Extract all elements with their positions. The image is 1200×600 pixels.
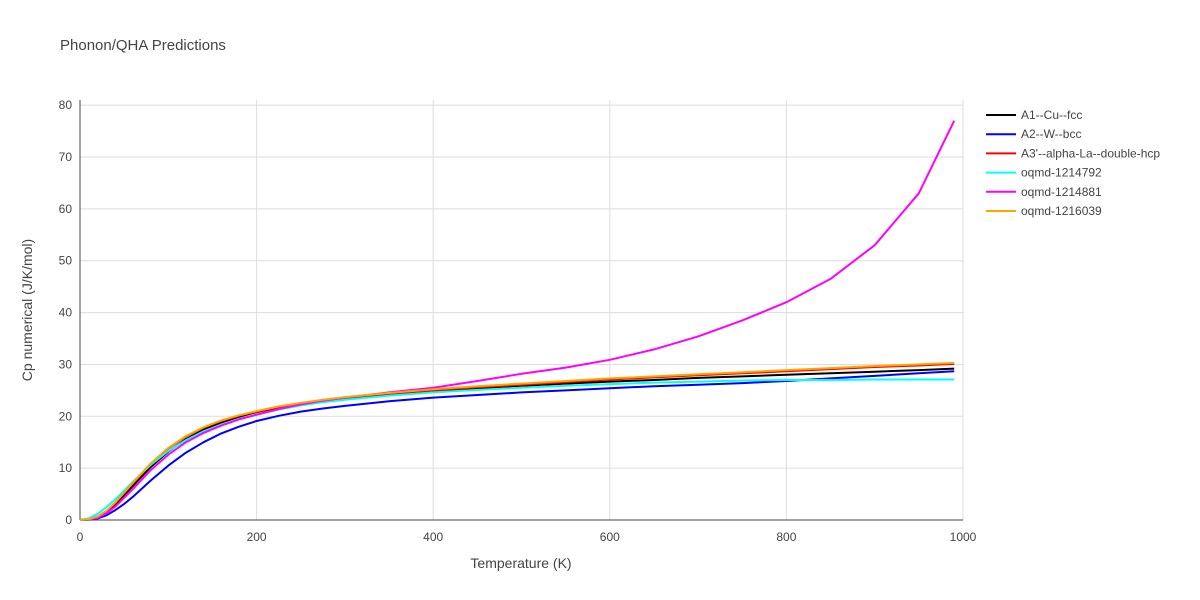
legend: A1--Cu--fcc A2--W--bcc A3'--alpha-La--doub… (986, 108, 1160, 218)
legend-item[interactable]: oqmd-1214881 (986, 185, 1102, 199)
y-tick-label: 20 (59, 409, 73, 423)
y-tick-label: 80 (59, 98, 73, 112)
legend-item[interactable]: oqmd-1214792 (986, 166, 1102, 180)
legend-item[interactable]: A2--W--bcc (986, 127, 1081, 141)
y-tick-label: 40 (59, 306, 73, 320)
legend-label: A3'--alpha-La--double-hcp (1021, 146, 1160, 160)
y-tick-label: 0 (65, 513, 72, 527)
y-tick-label: 70 (59, 150, 73, 164)
legend-label: A2--W--bcc (1021, 127, 1081, 141)
y-tick-label: 50 (59, 254, 73, 268)
x-tick-label: 400 (423, 530, 443, 544)
legend-label: A1--Cu--fcc (1021, 108, 1082, 122)
series-line-6 (79, 361, 955, 521)
x-tick-label: 200 (247, 530, 267, 544)
y-tick-labels: 0 10 20 30 40 50 60 70 80 (59, 98, 73, 527)
y-tick-label: 60 (59, 202, 73, 216)
legend-item[interactable]: oqmd-1216039 (986, 204, 1102, 218)
series-line-5 (79, 120, 956, 521)
x-tick-label: 600 (600, 530, 620, 544)
legend-label: oqmd-1216039 (1021, 204, 1102, 218)
y-tick-label: 30 (59, 357, 73, 371)
axes (79, 100, 963, 521)
y-axis-label: Cp numerical (J/K/mol) (19, 239, 35, 381)
x-tick-label: 0 (77, 530, 84, 544)
series-line-2 (79, 370, 955, 521)
legend-label: oqmd-1214792 (1021, 166, 1102, 180)
legend-item[interactable]: A1--Cu--fcc (986, 108, 1082, 122)
series-lines (79, 120, 956, 521)
legend-label: oqmd-1214881 (1021, 185, 1102, 199)
y-tick-label: 10 (59, 461, 73, 475)
x-axis-label: Temperature (K) (470, 555, 571, 571)
series-line-4 (79, 378, 955, 521)
x-tick-label: 800 (776, 530, 796, 544)
x-tick-labels: 0 200 400 600 800 1000 (77, 530, 977, 544)
x-tick-label: 1000 (950, 530, 977, 544)
chart-title: Phonon/QHA Predictions (60, 37, 226, 54)
legend-item[interactable]: A3'--alpha-La--double-hcp (986, 146, 1160, 160)
